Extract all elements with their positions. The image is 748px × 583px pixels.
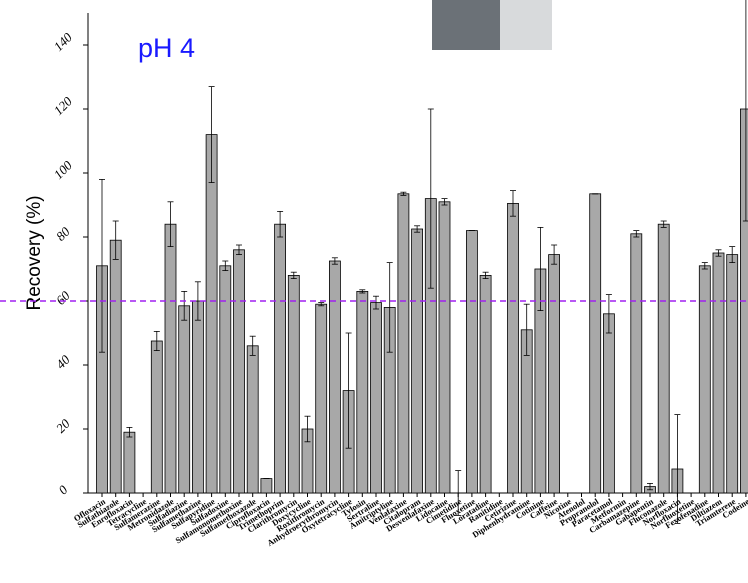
y-tick-label: 140 xyxy=(51,29,76,54)
error-bar xyxy=(112,220,119,260)
y-tick-label: 120 xyxy=(51,93,76,118)
photo-coat xyxy=(500,0,552,50)
bar xyxy=(726,254,739,494)
bar xyxy=(657,223,670,494)
y-tick-label: 60 xyxy=(53,288,73,308)
bar xyxy=(397,193,410,494)
bar xyxy=(630,233,643,494)
error-bar xyxy=(414,225,421,233)
error-bar xyxy=(318,302,325,307)
error-bar xyxy=(222,260,229,272)
error-bar xyxy=(359,289,366,294)
error-bar xyxy=(331,257,338,265)
bar xyxy=(109,239,122,494)
y-tick-label: 40 xyxy=(53,352,73,372)
bar xyxy=(164,223,177,494)
error-bar xyxy=(633,230,640,238)
error-bar xyxy=(181,290,188,321)
bar xyxy=(205,134,218,494)
error-bar xyxy=(345,332,352,449)
bar xyxy=(260,478,273,494)
error-bar xyxy=(386,262,393,353)
error-bar xyxy=(715,249,722,257)
y-tick-label: 0 xyxy=(55,482,71,498)
error-bar xyxy=(523,303,530,356)
bar xyxy=(411,228,424,494)
bar xyxy=(712,252,725,494)
bar xyxy=(479,274,492,494)
bar xyxy=(465,230,478,494)
y-tick-label: 20 xyxy=(53,416,73,436)
error-bar xyxy=(510,190,516,217)
bar xyxy=(123,431,136,494)
error-bar xyxy=(167,201,174,248)
error-bar xyxy=(194,281,201,321)
bar xyxy=(219,265,232,494)
bar xyxy=(178,305,191,494)
error-bar xyxy=(455,470,462,516)
bar xyxy=(150,340,163,494)
y-tick-label: 80 xyxy=(53,224,73,244)
error-bar xyxy=(701,262,708,270)
error-bar xyxy=(441,198,448,206)
bar xyxy=(356,290,369,494)
error-bar xyxy=(373,295,379,310)
error-bar xyxy=(537,226,544,312)
error-bar xyxy=(729,246,736,264)
error-bar xyxy=(551,244,558,265)
bar xyxy=(233,249,245,494)
error-bar xyxy=(126,426,133,438)
error-bar xyxy=(99,178,105,353)
error-bar xyxy=(236,244,242,256)
bar xyxy=(548,254,560,494)
bar xyxy=(603,313,615,494)
error-bar xyxy=(304,415,311,443)
error-bar xyxy=(400,191,407,196)
error-bar xyxy=(482,271,489,280)
bar xyxy=(589,193,602,494)
bar xyxy=(274,223,287,494)
annotation: pH 4 xyxy=(138,33,195,63)
error-bar xyxy=(249,335,256,356)
y-tick-label: 100 xyxy=(51,157,76,182)
error-bar xyxy=(674,414,681,524)
error-bar xyxy=(605,294,612,334)
bar xyxy=(315,303,328,494)
error-bar xyxy=(208,86,215,184)
error-bar xyxy=(153,330,160,352)
error-bar xyxy=(427,108,434,289)
bar xyxy=(698,265,711,494)
bar xyxy=(287,274,300,494)
error-bar xyxy=(290,271,297,280)
bar xyxy=(438,201,451,494)
error-bar xyxy=(660,220,667,228)
bar xyxy=(370,302,382,494)
bar xyxy=(328,260,341,494)
bar xyxy=(507,202,519,494)
bar xyxy=(246,345,259,494)
y-axis-label: Recovery (%) xyxy=(24,195,45,310)
error-bar xyxy=(277,210,284,238)
bar xyxy=(191,300,204,494)
error-bar xyxy=(647,482,653,491)
